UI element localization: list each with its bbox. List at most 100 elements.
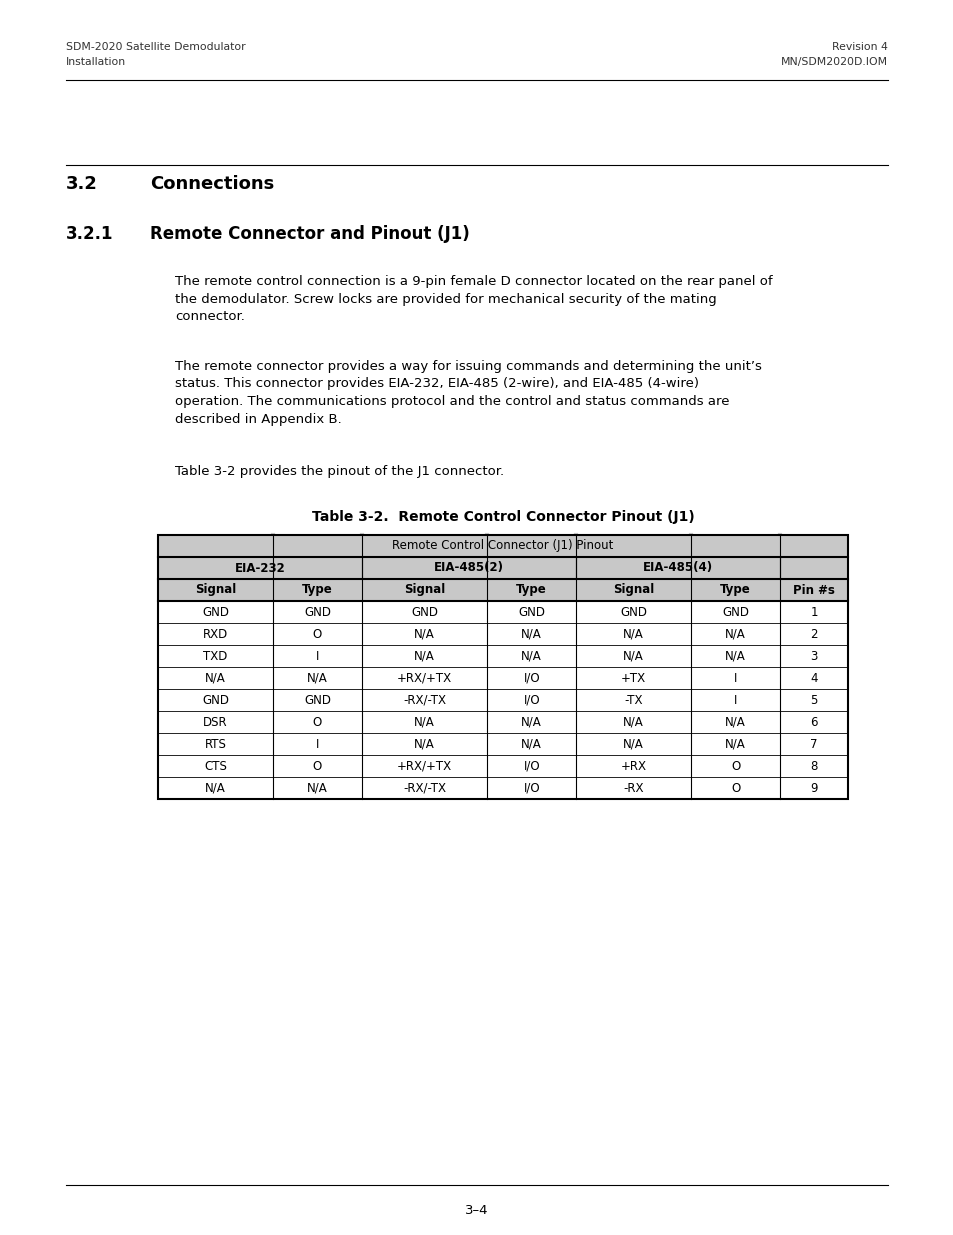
- Text: EIA-232: EIA-232: [234, 562, 285, 574]
- Bar: [158, 622, 847, 645]
- Text: N/A: N/A: [205, 672, 226, 684]
- Text: GND: GND: [202, 694, 229, 706]
- Text: -TX: -TX: [624, 694, 642, 706]
- Bar: [158, 601, 847, 622]
- Text: N/A: N/A: [521, 737, 541, 751]
- Text: N/A: N/A: [724, 627, 745, 641]
- Text: +RX/+TX: +RX/+TX: [396, 672, 452, 684]
- Text: Signal: Signal: [194, 583, 236, 597]
- Text: N/A: N/A: [307, 782, 328, 794]
- Text: Table 3-2.  Remote Control Connector Pinout (J1): Table 3-2. Remote Control Connector Pino…: [312, 510, 694, 524]
- Bar: [158, 645, 847, 667]
- Text: EIA-485(4): EIA-485(4): [642, 562, 713, 574]
- Text: Type: Type: [302, 583, 333, 597]
- Text: TXD: TXD: [203, 650, 228, 662]
- Text: N/A: N/A: [622, 627, 643, 641]
- Bar: [158, 535, 847, 557]
- Text: N/A: N/A: [414, 627, 435, 641]
- Text: 1: 1: [809, 605, 817, 619]
- Text: GND: GND: [721, 605, 748, 619]
- Text: Installation: Installation: [66, 57, 126, 67]
- Text: I/O: I/O: [523, 760, 539, 773]
- Text: 7: 7: [809, 737, 817, 751]
- Text: N/A: N/A: [724, 715, 745, 729]
- Text: GND: GND: [411, 605, 437, 619]
- Bar: [158, 734, 847, 755]
- Bar: [158, 777, 847, 799]
- Text: O: O: [313, 760, 322, 773]
- Text: 3.2: 3.2: [66, 175, 98, 193]
- Text: I: I: [315, 650, 319, 662]
- Text: GND: GND: [202, 605, 229, 619]
- Text: +RX/+TX: +RX/+TX: [396, 760, 452, 773]
- Text: N/A: N/A: [414, 737, 435, 751]
- Text: N/A: N/A: [622, 737, 643, 751]
- Text: Connections: Connections: [150, 175, 274, 193]
- Text: N/A: N/A: [622, 715, 643, 729]
- Text: CTS: CTS: [204, 760, 227, 773]
- Text: The remote control connection is a 9-pin female D connector located on the rear : The remote control connection is a 9-pin…: [174, 275, 772, 324]
- Text: N/A: N/A: [414, 715, 435, 729]
- Bar: [158, 711, 847, 734]
- Text: DSR: DSR: [203, 715, 228, 729]
- Bar: [158, 755, 847, 777]
- Text: 4: 4: [809, 672, 817, 684]
- Text: 3–4: 3–4: [465, 1203, 488, 1216]
- Bar: [158, 579, 847, 601]
- Text: GND: GND: [304, 605, 331, 619]
- Text: 3.2.1: 3.2.1: [66, 225, 113, 243]
- Text: I/O: I/O: [523, 694, 539, 706]
- Text: N/A: N/A: [521, 715, 541, 729]
- Text: Table 3-2 provides the pinout of the J1 connector.: Table 3-2 provides the pinout of the J1 …: [174, 466, 503, 478]
- Text: 5: 5: [809, 694, 817, 706]
- Text: 9: 9: [809, 782, 817, 794]
- Text: N/A: N/A: [414, 650, 435, 662]
- Text: N/A: N/A: [622, 650, 643, 662]
- Text: RXD: RXD: [203, 627, 228, 641]
- Text: Signal: Signal: [403, 583, 445, 597]
- Text: -RX/-TX: -RX/-TX: [403, 694, 446, 706]
- Text: -RX/-TX: -RX/-TX: [403, 782, 446, 794]
- Text: I: I: [733, 672, 737, 684]
- Text: RTS: RTS: [204, 737, 226, 751]
- Text: N/A: N/A: [724, 737, 745, 751]
- Text: O: O: [313, 627, 322, 641]
- Bar: [158, 557, 847, 579]
- Text: N/A: N/A: [205, 782, 226, 794]
- Bar: [158, 535, 847, 799]
- Text: N/A: N/A: [724, 650, 745, 662]
- Text: +TX: +TX: [620, 672, 645, 684]
- Text: I: I: [733, 694, 737, 706]
- Text: N/A: N/A: [307, 672, 328, 684]
- Bar: [158, 689, 847, 711]
- Text: +RX: +RX: [620, 760, 646, 773]
- Text: GND: GND: [304, 694, 331, 706]
- Text: 6: 6: [809, 715, 817, 729]
- Text: Revision 4: Revision 4: [831, 42, 887, 52]
- Text: EIA-485(2): EIA-485(2): [434, 562, 503, 574]
- Text: I: I: [315, 737, 319, 751]
- Text: O: O: [313, 715, 322, 729]
- Text: Type: Type: [516, 583, 547, 597]
- Text: Signal: Signal: [613, 583, 654, 597]
- Text: 2: 2: [809, 627, 817, 641]
- Text: 8: 8: [809, 760, 817, 773]
- Text: MN/SDM2020D.IOM: MN/SDM2020D.IOM: [781, 57, 887, 67]
- Text: SDM-2020 Satellite Demodulator: SDM-2020 Satellite Demodulator: [66, 42, 245, 52]
- Text: GND: GND: [619, 605, 646, 619]
- Text: Remote Connector and Pinout (J1): Remote Connector and Pinout (J1): [150, 225, 469, 243]
- Text: I/O: I/O: [523, 672, 539, 684]
- Text: O: O: [730, 782, 740, 794]
- Bar: [158, 667, 847, 689]
- Text: -RX: -RX: [622, 782, 643, 794]
- Text: GND: GND: [517, 605, 545, 619]
- Text: N/A: N/A: [521, 627, 541, 641]
- Text: 3: 3: [809, 650, 817, 662]
- Text: Type: Type: [720, 583, 750, 597]
- Text: Remote Control Connector (J1) Pinout: Remote Control Connector (J1) Pinout: [392, 540, 613, 552]
- Text: The remote connector provides a way for issuing commands and determining the uni: The remote connector provides a way for …: [174, 359, 761, 426]
- Text: O: O: [730, 760, 740, 773]
- Text: N/A: N/A: [521, 650, 541, 662]
- Text: I/O: I/O: [523, 782, 539, 794]
- Text: Pin #s: Pin #s: [792, 583, 834, 597]
